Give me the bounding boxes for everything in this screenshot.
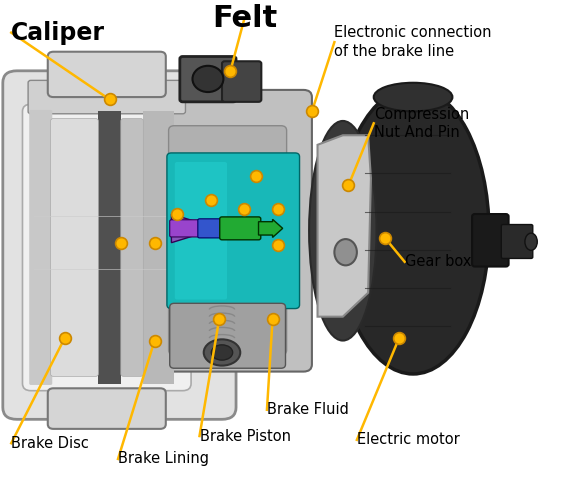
Text: Electric motor: Electric motor: [357, 433, 460, 447]
Point: [274, 241, 283, 249]
Point: [307, 108, 316, 115]
Point: [173, 210, 182, 218]
FancyBboxPatch shape: [175, 162, 227, 299]
FancyBboxPatch shape: [0, 21, 534, 445]
Ellipse shape: [309, 121, 377, 341]
FancyBboxPatch shape: [51, 119, 98, 376]
Ellipse shape: [192, 66, 224, 92]
Text: Electronic connection
of the brake line: Electronic connection of the brake line: [334, 25, 492, 59]
Text: Brake Piston: Brake Piston: [200, 429, 291, 444]
Point: [274, 205, 283, 213]
Ellipse shape: [374, 83, 452, 112]
Ellipse shape: [337, 88, 489, 374]
FancyBboxPatch shape: [48, 388, 166, 429]
Text: Compression
Nut And Pin: Compression Nut And Pin: [374, 106, 469, 140]
FancyBboxPatch shape: [180, 57, 236, 102]
Ellipse shape: [334, 239, 357, 265]
Point: [380, 234, 389, 242]
Point: [105, 96, 114, 103]
Point: [240, 205, 249, 213]
FancyBboxPatch shape: [98, 112, 121, 384]
FancyBboxPatch shape: [167, 153, 300, 308]
Ellipse shape: [525, 233, 537, 251]
FancyBboxPatch shape: [143, 112, 174, 384]
Point: [226, 67, 235, 75]
Text: Brake Fluid: Brake Fluid: [267, 402, 349, 417]
FancyBboxPatch shape: [501, 225, 533, 259]
FancyBboxPatch shape: [170, 303, 285, 368]
Text: Felt: Felt: [212, 4, 277, 33]
Point: [344, 182, 353, 189]
Ellipse shape: [211, 345, 233, 360]
Text: Gear box: Gear box: [405, 254, 471, 269]
FancyBboxPatch shape: [155, 90, 312, 372]
FancyBboxPatch shape: [220, 217, 261, 240]
Point: [395, 334, 404, 342]
Text: Brake Disc: Brake Disc: [11, 436, 89, 451]
Point: [251, 172, 260, 180]
FancyArrow shape: [259, 219, 283, 238]
Point: [116, 239, 125, 247]
Text: Brake Lining: Brake Lining: [118, 451, 209, 467]
FancyBboxPatch shape: [48, 52, 166, 97]
Polygon shape: [171, 214, 202, 243]
FancyBboxPatch shape: [198, 219, 232, 238]
FancyBboxPatch shape: [472, 214, 509, 266]
Point: [268, 315, 277, 323]
FancyBboxPatch shape: [29, 110, 52, 385]
Point: [150, 337, 159, 344]
Ellipse shape: [204, 339, 241, 365]
Point: [206, 196, 215, 204]
FancyBboxPatch shape: [170, 220, 210, 237]
Text: Caliper: Caliper: [11, 21, 105, 45]
Point: [215, 315, 224, 323]
FancyBboxPatch shape: [22, 104, 191, 391]
Point: [60, 334, 69, 342]
FancyBboxPatch shape: [169, 125, 287, 355]
FancyBboxPatch shape: [121, 119, 143, 376]
Polygon shape: [318, 135, 371, 317]
FancyBboxPatch shape: [222, 61, 261, 102]
FancyBboxPatch shape: [3, 71, 236, 419]
Point: [150, 239, 159, 247]
FancyBboxPatch shape: [28, 80, 185, 114]
